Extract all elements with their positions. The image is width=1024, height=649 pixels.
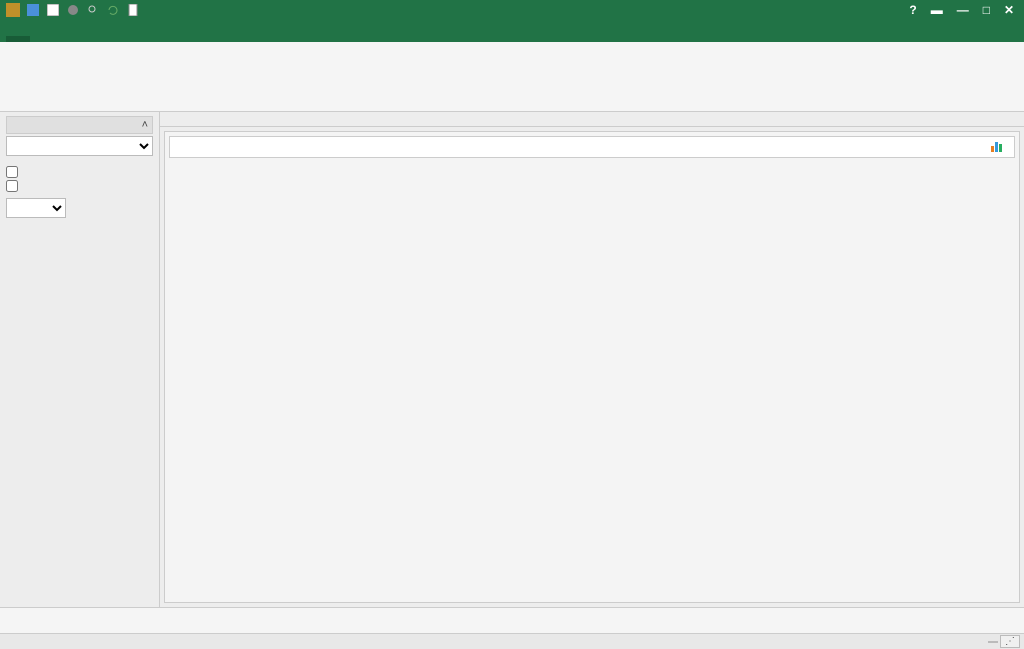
qat-save-icon[interactable] — [26, 3, 40, 17]
window-controls: ? ▬ — □ ✕ — [909, 3, 1024, 17]
qat-new-icon[interactable] — [46, 3, 60, 17]
sort-by-count-checkbox[interactable] — [6, 166, 18, 178]
ribbon-toggle-icon[interactable]: ▬ — [931, 3, 943, 17]
max-items-select[interactable] — [6, 198, 66, 218]
qat-page-icon[interactable] — [126, 3, 140, 17]
ribbon — [0, 42, 1024, 112]
menu-bar — [0, 20, 1024, 42]
main-area: ˄ — [0, 112, 1024, 607]
chart-container — [164, 131, 1020, 603]
file-menu[interactable] — [6, 36, 30, 42]
title-bar: ? ▬ — □ ✕ — [0, 0, 1024, 20]
minimize-icon[interactable]: — — [957, 3, 969, 17]
status-bar: ⋰ — [0, 633, 1024, 649]
statistics-panel: ˄ — [0, 112, 160, 607]
close-icon[interactable]: ✕ — [1004, 3, 1014, 17]
quick-access-toolbar — [0, 3, 146, 17]
bottom-navigation — [0, 607, 1024, 633]
panel-header: ˄ — [6, 116, 153, 134]
app-icon — [6, 3, 20, 17]
exclude-empty-checkbox[interactable] — [6, 180, 18, 192]
help-icon[interactable]: ? — [909, 3, 916, 17]
qat-find-icon[interactable] — [86, 3, 100, 17]
maximize-icon[interactable]: □ — [983, 3, 990, 17]
qat-refresh-icon[interactable] — [106, 3, 120, 17]
content-area — [160, 112, 1024, 607]
chart-canvas — [173, 162, 1011, 594]
status-grip-icon: ⋰ — [1000, 635, 1020, 648]
panel-collapse-icon[interactable]: ˄ — [142, 119, 148, 131]
status-database — [988, 641, 998, 643]
chart-toolbar — [169, 136, 1015, 158]
view-tabs — [160, 112, 1024, 127]
column-diagram-icon — [990, 139, 1004, 156]
qat-settings-icon[interactable] — [66, 3, 80, 17]
stat-field-select[interactable] — [6, 136, 153, 156]
